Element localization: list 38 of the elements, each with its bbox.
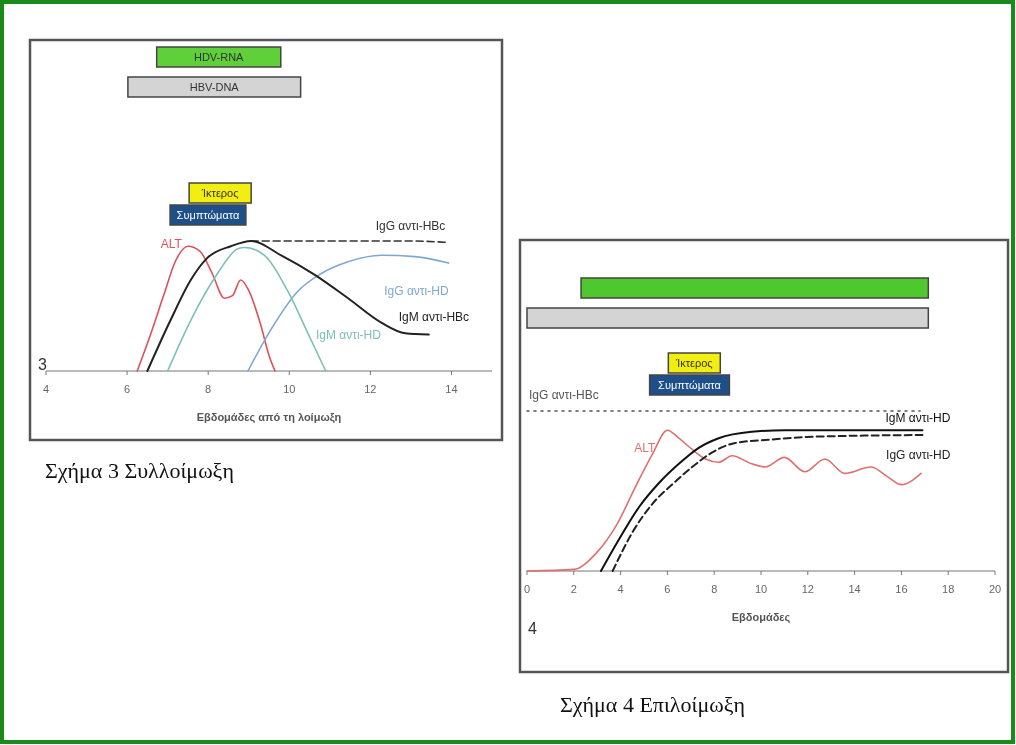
x-tick-label: 4: [42, 383, 50, 395]
labelled-box: Συμπτώματα: [648, 374, 731, 396]
text: 4: [528, 620, 537, 637]
series-label: IgM αντι-HBc: [398, 309, 470, 324]
annotation: 3: [38, 356, 47, 373]
x-tick-label: 14: [445, 383, 458, 395]
x-tick-label: 8: [711, 583, 718, 595]
x-tick-label: 8: [205, 383, 212, 395]
x-tick-label: 10: [283, 383, 296, 395]
x-tick-label: 10: [754, 583, 768, 595]
x-tick-label: 6: [124, 383, 131, 395]
x-tick-label: 14: [848, 583, 861, 595]
x-axis-title: Εβδομάδες: [731, 611, 791, 624]
x-tick-label: 18: [942, 583, 955, 595]
series-label: IgM αντι-HD: [315, 328, 382, 343]
labelled-box: HBV-DNA: [127, 76, 302, 98]
x-tick-label: 0: [523, 583, 531, 595]
x-tick-label: 12: [801, 583, 814, 595]
x-tick-label: 2: [570, 583, 577, 595]
labelled-box: Ίκτερος: [188, 182, 252, 204]
series-label: ALT: [634, 441, 657, 456]
labelled-box: HDV-RNA: [155, 46, 282, 68]
x-tick-label: 6: [664, 583, 671, 595]
text: Σχήμα 3 Συλλοίμωξη: [45, 458, 234, 483]
x-tick-label: 16: [895, 583, 908, 595]
series-label: IgM αντι-HD: [885, 411, 951, 426]
labelled-box: Συμπτώματα: [169, 204, 247, 226]
series-label: IgG αντι-HBc: [375, 219, 446, 234]
series-label: IgG αντι-HD: [384, 284, 449, 299]
text: Σχήμα 4 Επιλοίμωξη: [560, 692, 746, 717]
series-label: IgG αντι-HBc: [529, 388, 599, 402]
x-tick-label: 4: [617, 583, 624, 595]
series-label: IgG αντι-HD: [886, 448, 951, 462]
x-tick-label: 12: [364, 383, 377, 395]
x-tick-label: 20: [988, 583, 1002, 595]
series-label: ALT: [160, 237, 183, 252]
x-axis-title: Εβδομάδες από τη λοίμωξη: [196, 411, 342, 424]
labelled-box: Ίκτερος: [667, 352, 722, 374]
